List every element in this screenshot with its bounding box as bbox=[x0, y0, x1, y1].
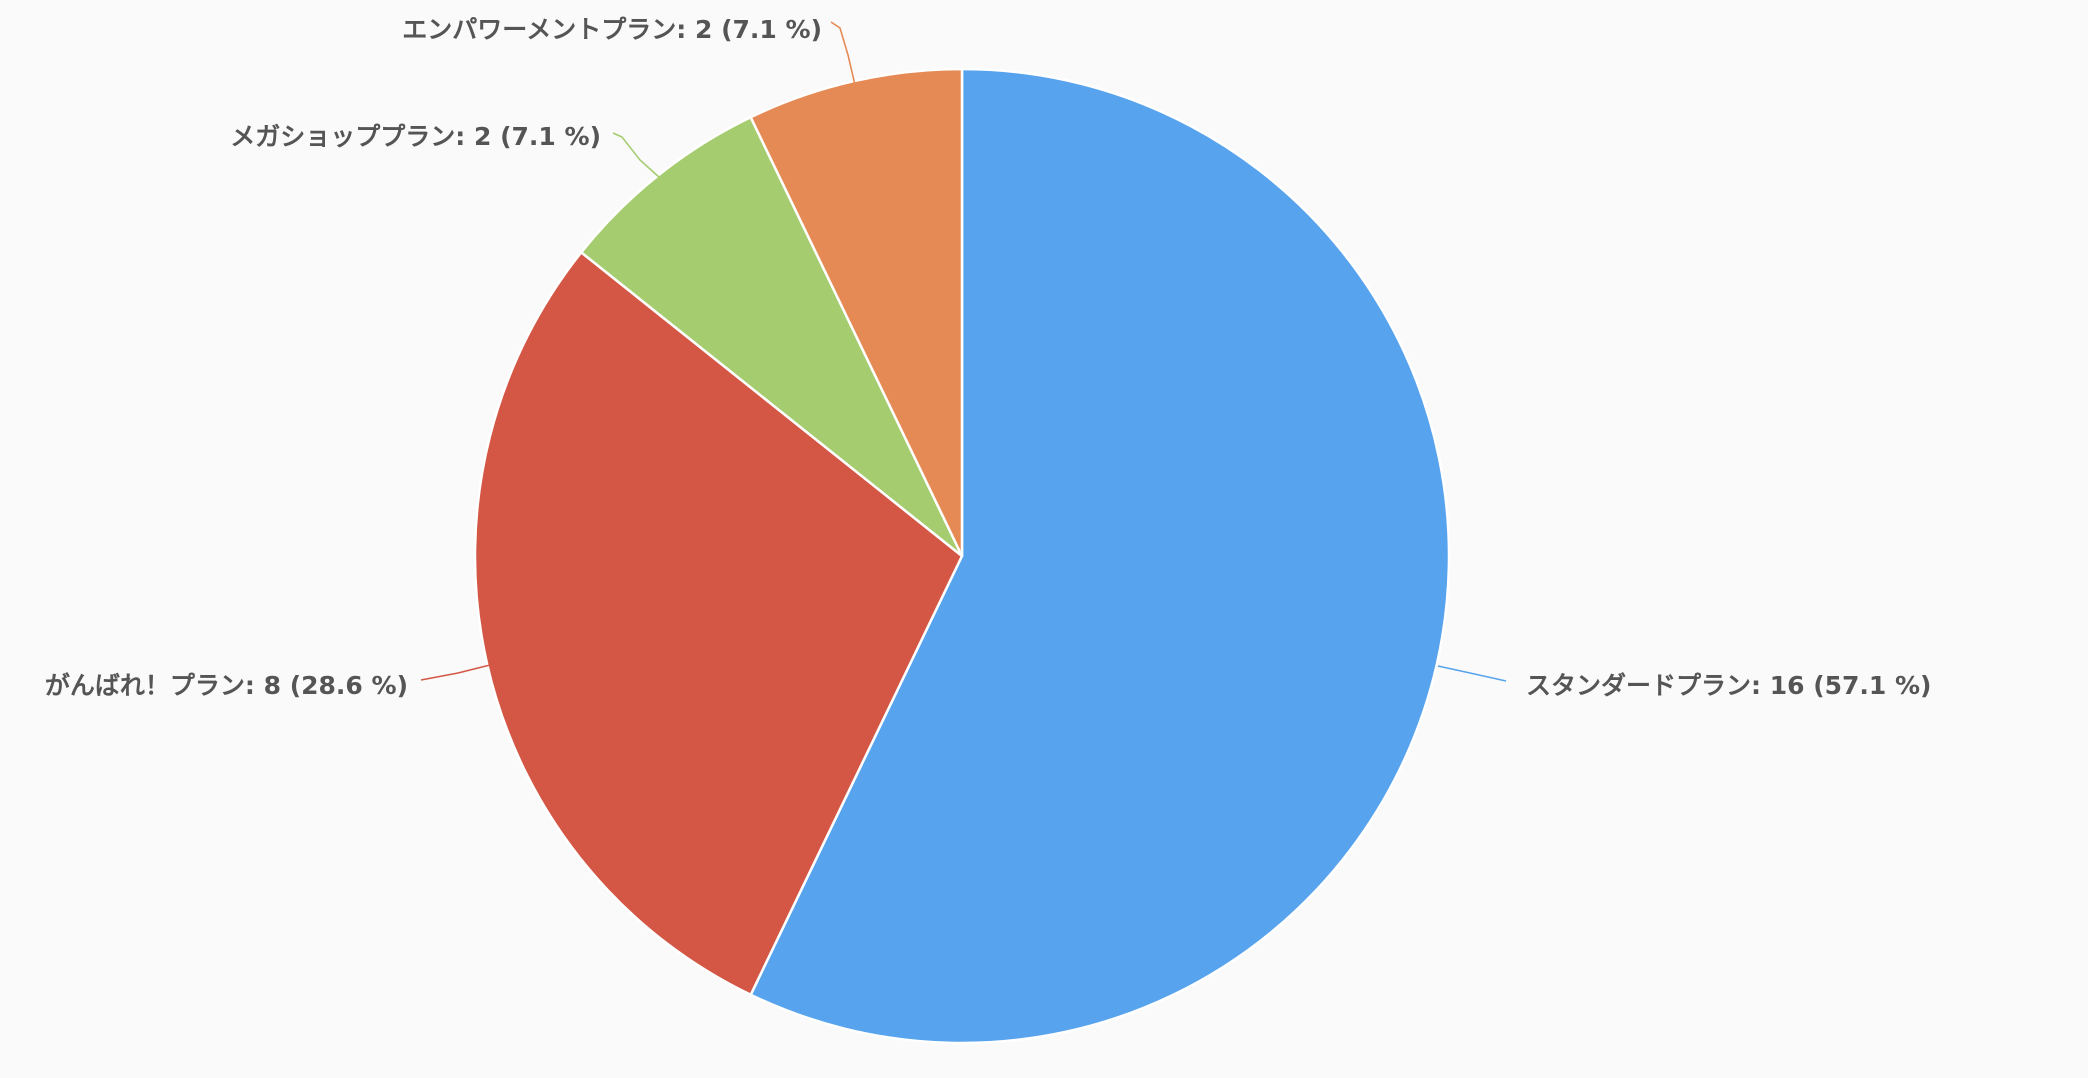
pie-leader-lines bbox=[420, 21, 1507, 682]
pie-labels: スタンダードプラン: 16 (57.1 %) がんばれ！プラン: 8 (28.6 … bbox=[45, 15, 1932, 700]
pie-label-1: スタンダードプラン: 16 (57.1 %) bbox=[1526, 671, 1931, 700]
pie-leader-line-1 bbox=[1437, 665, 1507, 682]
pie-slice-1 bbox=[749, 67, 1451, 1045]
pie-slices bbox=[473, 67, 1451, 1045]
pie-leader-line-3 bbox=[612, 132, 661, 179]
pie-label-3: メガショッププラン: 2 (7.1 %) bbox=[230, 122, 601, 151]
pie-label-4: エンパワーメントプラン: 2 (7.1 %) bbox=[402, 15, 822, 44]
pie-leader-line-4 bbox=[830, 21, 856, 86]
pie-label-2: がんばれ！プラン: 8 (28.6 %) bbox=[45, 671, 408, 700]
pie-slice-2 bbox=[473, 251, 964, 997]
pie-slice-3 bbox=[579, 115, 964, 558]
pie-leader-line-2 bbox=[420, 664, 491, 681]
